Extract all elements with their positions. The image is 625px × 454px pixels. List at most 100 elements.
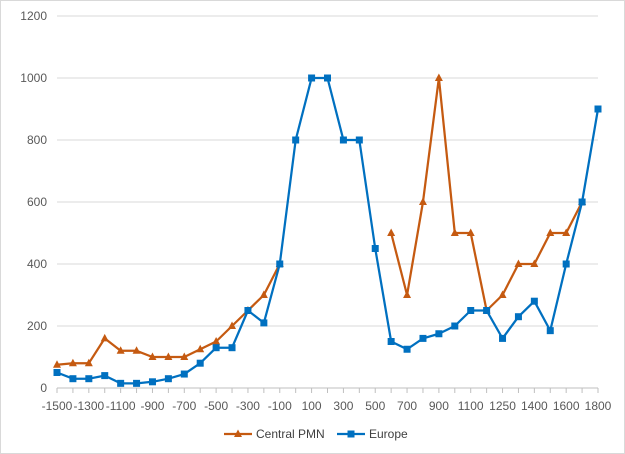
x-tick-label: 1600 bbox=[553, 399, 580, 413]
data-point bbox=[132, 346, 141, 354]
data-point bbox=[483, 307, 491, 314]
x-tick-label: -100 bbox=[268, 399, 292, 413]
data-point bbox=[450, 228, 459, 236]
x-tick-label: 1100 bbox=[458, 399, 484, 413]
data-point bbox=[212, 337, 221, 345]
data-point bbox=[562, 228, 571, 236]
y-tick-label: 200 bbox=[27, 319, 47, 333]
x-tick-label: -700 bbox=[172, 399, 196, 413]
data-point bbox=[53, 369, 61, 376]
data-point bbox=[403, 290, 412, 298]
legend-marker bbox=[347, 430, 355, 438]
y-tick-label: 1000 bbox=[20, 71, 47, 85]
legend-marker bbox=[234, 429, 242, 437]
y-tick-label: 400 bbox=[27, 257, 47, 271]
data-point bbox=[133, 379, 141, 387]
data-point bbox=[84, 358, 93, 367]
data-point bbox=[467, 307, 475, 314]
legend-item: Central PMN bbox=[224, 427, 325, 441]
data-point bbox=[53, 360, 61, 368]
data-point bbox=[85, 375, 93, 383]
data-point bbox=[562, 260, 570, 268]
data-point bbox=[116, 346, 125, 354]
data-point bbox=[419, 334, 427, 342]
data-point bbox=[68, 358, 77, 367]
x-tick-label: -900 bbox=[140, 399, 164, 413]
data-point bbox=[244, 307, 252, 314]
data-point bbox=[212, 344, 220, 352]
data-point bbox=[451, 322, 459, 330]
series-europe bbox=[53, 74, 602, 387]
y-tick-label: 1200 bbox=[20, 9, 47, 23]
x-tick-label: 700 bbox=[397, 399, 417, 413]
data-point bbox=[117, 379, 125, 387]
data-point bbox=[499, 334, 507, 342]
gridlines bbox=[57, 15, 598, 327]
data-point bbox=[435, 330, 443, 338]
series-line bbox=[56, 76, 600, 385]
x-tick-label: -1300 bbox=[73, 399, 104, 413]
data-point bbox=[339, 136, 347, 144]
data-point bbox=[196, 344, 205, 353]
data-point bbox=[100, 333, 109, 342]
series-line bbox=[390, 76, 584, 312]
legend-label: Europe bbox=[369, 427, 408, 441]
data-point bbox=[514, 259, 523, 267]
axes: 0 200 400 600 800 1000 1200 -1500 -1300 -1100 -900… bbox=[20, 9, 611, 413]
data-point bbox=[308, 74, 316, 82]
data-point bbox=[578, 198, 586, 206]
data-point bbox=[530, 259, 539, 267]
data-point bbox=[530, 297, 538, 305]
x-tick-label: 300 bbox=[333, 399, 353, 413]
x-tick-label: -300 bbox=[236, 399, 260, 413]
data-point bbox=[276, 260, 284, 268]
series-lines bbox=[53, 73, 602, 387]
data-point bbox=[387, 338, 395, 345]
y-tick-label: 800 bbox=[27, 133, 47, 147]
data-point bbox=[260, 319, 268, 327]
data-point bbox=[514, 313, 522, 321]
data-point bbox=[228, 344, 236, 352]
x-tick-label: 500 bbox=[365, 399, 385, 413]
data-point bbox=[355, 136, 363, 144]
data-point bbox=[164, 375, 172, 383]
data-point bbox=[228, 321, 237, 329]
x-tick-label: 900 bbox=[429, 399, 449, 413]
data-point bbox=[371, 245, 379, 252]
data-point bbox=[434, 73, 443, 81]
data-point bbox=[148, 352, 157, 360]
x-tick-label: -500 bbox=[204, 399, 228, 413]
data-point bbox=[259, 290, 268, 298]
data-point bbox=[180, 370, 188, 378]
data-point bbox=[196, 359, 204, 367]
y-tick-label: 600 bbox=[27, 195, 47, 209]
data-point bbox=[324, 74, 331, 82]
legend-item: Europe bbox=[337, 427, 408, 441]
data-point bbox=[546, 228, 555, 236]
x-tick-label: 1800 bbox=[585, 399, 612, 413]
data-point bbox=[180, 352, 189, 360]
y-tick-label: 0 bbox=[40, 381, 47, 395]
data-point bbox=[418, 197, 427, 205]
legend-label: Central PMN bbox=[256, 427, 325, 441]
data-point bbox=[387, 228, 396, 236]
data-point bbox=[148, 378, 156, 386]
data-point bbox=[69, 375, 77, 383]
data-point bbox=[164, 352, 173, 360]
x-tick-label: 1250 bbox=[489, 399, 516, 413]
data-point bbox=[498, 290, 507, 298]
x-tick-label: -1500 bbox=[42, 399, 73, 413]
data-point bbox=[594, 105, 602, 113]
series-central-pmn bbox=[53, 73, 587, 368]
x-tick-label: 1400 bbox=[521, 399, 548, 413]
data-point bbox=[403, 345, 411, 353]
x-tick-label: 100 bbox=[302, 399, 322, 413]
data-point bbox=[292, 136, 300, 144]
data-point bbox=[546, 327, 554, 335]
x-tick-label: -1100 bbox=[106, 399, 136, 413]
legend: Central PMN Europe bbox=[224, 427, 408, 441]
data-point bbox=[101, 372, 109, 380]
data-point bbox=[466, 228, 475, 236]
